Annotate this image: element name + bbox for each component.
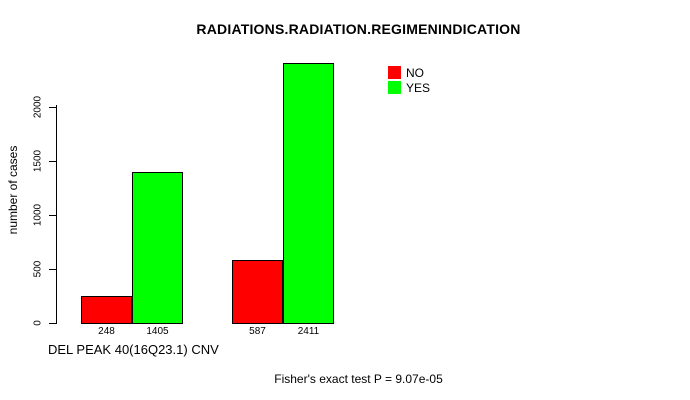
legend-label-no: NO	[406, 65, 424, 80]
bar-count-label-2411: 2411	[297, 326, 320, 337]
legend-swatch-yes	[388, 81, 401, 94]
x-axis-label: DEL PEAK 40(16Q23.1) CNV	[48, 342, 219, 357]
y-tick-label-1000: 1000	[32, 203, 44, 227]
y-tick-label-2000: 2000	[32, 95, 44, 119]
bar-count-label-587: 587	[249, 326, 266, 337]
chart-title: RADIATIONS.RADIATION.REGIMENINDICATION	[196, 21, 521, 37]
y-tick-label-1500: 1500	[32, 149, 44, 173]
legend-item-no: NO	[388, 65, 430, 80]
bar-count-label-248: 248	[98, 326, 115, 337]
bar-no-group2	[232, 260, 283, 324]
y-tick-mark-1000	[49, 215, 57, 216]
y-axis-label: number of cases	[6, 145, 20, 235]
bar-count-label-1405: 1405	[146, 326, 169, 337]
legend: NO YES	[388, 65, 430, 95]
legend-item-yes: YES	[388, 80, 430, 95]
y-tick-label-500: 500	[32, 260, 44, 278]
legend-label-yes: YES	[406, 80, 431, 95]
y-tick-mark-500	[49, 269, 57, 270]
legend-swatch-no	[388, 66, 401, 79]
bar-yes-group1	[132, 172, 183, 324]
fisher-test-annotation: Fisher's exact test P = 9.07e-05	[274, 372, 443, 386]
y-tick-mark-0	[49, 323, 57, 324]
y-tick-label-0: 0	[32, 320, 44, 326]
y-tick-mark-1500	[49, 161, 57, 162]
y-axis-line	[56, 105, 57, 324]
bar-yes-group2	[283, 63, 334, 324]
y-tick-mark-2000	[49, 107, 57, 108]
bar-no-group1	[81, 296, 132, 324]
